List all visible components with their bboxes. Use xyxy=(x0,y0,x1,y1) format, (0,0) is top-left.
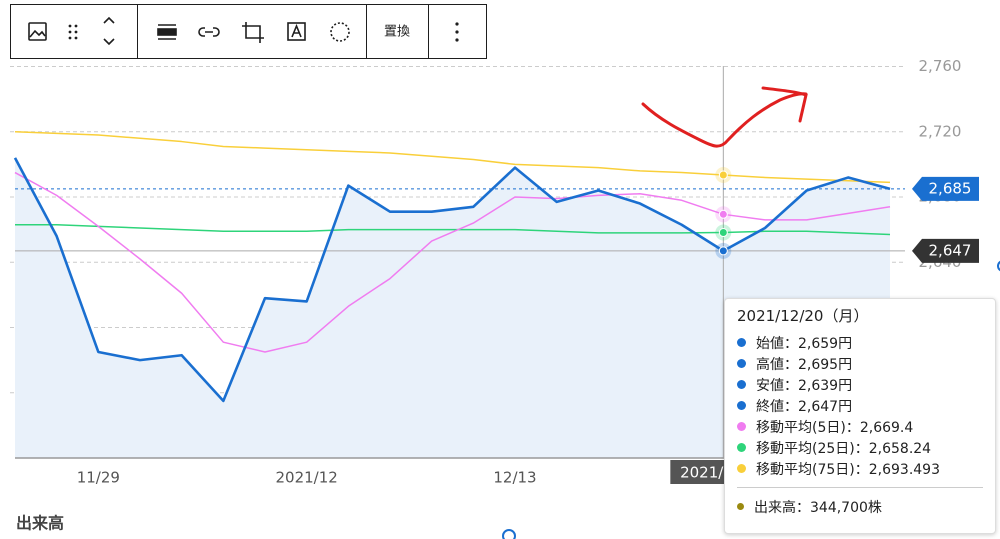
red-annotation xyxy=(641,86,808,148)
hover-point xyxy=(718,209,728,219)
crosshair-badge xyxy=(912,238,979,263)
edge-ring xyxy=(997,260,1000,272)
cursor-ring xyxy=(502,529,516,539)
tooltip-row: 移動平均(25日)：2,658.24 xyxy=(737,437,983,458)
tooltip: 2021/12/20（月） 始値：2,659円 高値：2,695円 安値：2,639… xyxy=(724,298,996,534)
tooltip-title: 2021/12/20（月） xyxy=(737,307,869,325)
image-icon[interactable] xyxy=(28,22,47,41)
tooltip-row: 安値：2,639円 xyxy=(737,374,983,395)
legend-dot xyxy=(737,503,744,510)
hover-point xyxy=(718,170,728,180)
toolbar: 置換 xyxy=(10,4,487,59)
series-line xyxy=(15,223,891,236)
crosshair-badge-label: 2,647 xyxy=(929,241,972,259)
last-price-badge-label: 2,685 xyxy=(929,179,972,197)
volume-heading: 出来高 xyxy=(16,514,64,533)
tooltip-text: 移動平均(25日)：2,658.24 xyxy=(756,440,932,457)
tooltip-row: 高値：2,695円 xyxy=(737,353,983,374)
align-icon[interactable] xyxy=(157,24,177,40)
move-icon[interactable] xyxy=(103,16,115,46)
tooltip-text: 終値：2,647円 xyxy=(756,398,853,415)
legend-dot xyxy=(737,401,746,410)
toolbar-frame xyxy=(10,4,487,59)
tooltip-text: 安値：2,639円 xyxy=(756,377,853,394)
hover-point xyxy=(718,228,728,238)
more-icon[interactable] xyxy=(455,22,459,42)
last-price-badge xyxy=(912,176,979,201)
series-line xyxy=(13,157,891,403)
legend-dot xyxy=(737,464,746,473)
link-icon[interactable] xyxy=(198,27,220,37)
tooltip-text: 移動平均(5日)：2,669.4 xyxy=(756,419,914,436)
tooltip-divider xyxy=(737,487,983,488)
replace-button[interactable]: 置換 xyxy=(384,25,410,40)
tooltip-text: 始値：2,659円 xyxy=(756,335,853,352)
tooltip-row: 出来高：344,700株 xyxy=(737,496,983,517)
series-line xyxy=(14,171,891,353)
legend-dot xyxy=(737,359,746,368)
crop-icon[interactable] xyxy=(242,22,264,43)
text-icon[interactable] xyxy=(287,22,306,41)
x-tick-label: 2021/12 xyxy=(276,469,338,487)
tooltip-text: 移動平均(75日)：2,693.493 xyxy=(756,461,940,478)
legend-dot xyxy=(737,380,746,389)
hover-point xyxy=(718,246,728,256)
tooltip-row: 始値：2,659円 xyxy=(737,332,983,353)
y-tick-label: 2,720 xyxy=(919,122,962,140)
tooltip-row: 移動平均(75日)：2,693.493 xyxy=(737,458,983,479)
y-tick-label: 2,760 xyxy=(919,57,962,75)
select-icon[interactable] xyxy=(330,22,350,42)
tooltip-row: 終値：2,647円 xyxy=(737,395,983,416)
legend-dot xyxy=(737,422,746,431)
tooltip-text: 出来高：344,700株 xyxy=(754,499,882,516)
legend-dot xyxy=(737,338,746,347)
legend-dot xyxy=(737,443,746,452)
series-line xyxy=(14,131,891,184)
tooltip-row: 移動平均(5日)：2,669.4 xyxy=(737,416,983,437)
tooltip-text: 高値：2,695円 xyxy=(756,356,853,373)
x-tick-label: 12/13 xyxy=(493,469,536,487)
drag-icon[interactable] xyxy=(68,24,78,40)
tooltip-rows: 始値：2,659円 高値：2,695円 安値：2,639円 終値：2,647円移動平均… xyxy=(737,332,983,479)
x-tick-label: 11/29 xyxy=(77,469,120,487)
